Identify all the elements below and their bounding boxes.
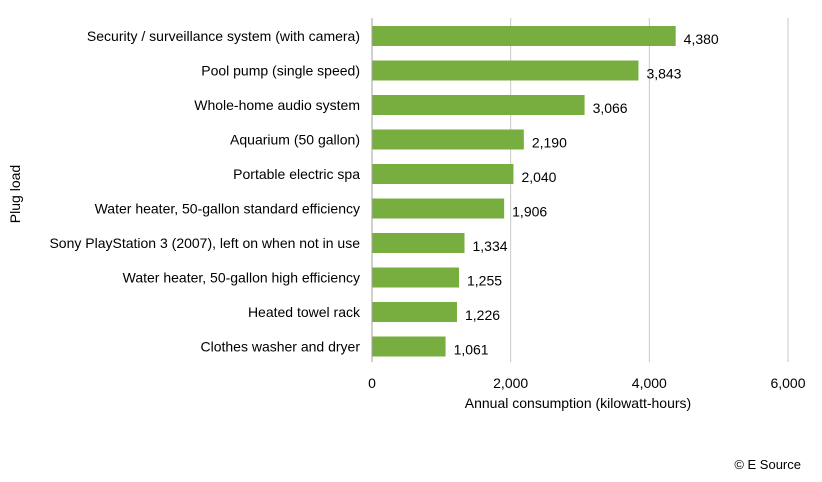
category-label: Sony PlayStation 3 (2007), left on when … [49,235,360,251]
bar [372,95,585,115]
category-label: Water heater, 50-gallon standard efficie… [95,201,360,217]
bar [372,267,460,288]
data-label: 1,255 [467,273,502,289]
category-label: Whole-home audio system [194,97,360,113]
category-labels: Security / surveillance system (with cam… [49,28,361,355]
category-label: Heated towel rack [248,304,361,320]
bar [372,129,524,150]
category-label: Portable electric spa [233,166,360,182]
x-axis-title: Annual consumption (kilowatt-hours) [465,395,691,411]
bars [372,26,676,357]
data-label: 2,040 [521,169,556,185]
data-label: 1,226 [465,307,500,323]
copyright-credit: © E Source [734,457,801,472]
data-label: 4,380 [684,31,719,47]
data-label: 3,843 [646,66,681,82]
data-label: 2,190 [532,135,567,151]
bar [372,164,514,184]
data-label: 1,061 [454,342,489,358]
bar [372,336,446,357]
data-label: 1,334 [472,238,507,254]
y-axis-title: Plug load [7,165,23,223]
bar [372,233,465,253]
category-label: Pool pump (single speed) [201,63,360,79]
category-label: Water heater, 50-gallon high efficiency [123,270,360,286]
data-label: 1,906 [512,204,547,220]
x-tick-label: 6,000 [770,375,805,391]
bar [372,302,458,322]
category-label: Security / surveillance system (with cam… [87,28,360,44]
x-tick-label: 4,000 [632,375,667,391]
data-labels: 4,380 3,843 3,066 2,190 2,040 1,906 1,334 1,255… [454,31,719,358]
data-label: 3,066 [593,100,628,116]
category-label: Clothes washer and dryer [200,339,360,355]
bar [372,198,505,219]
x-tick-labels: 0 2,000 4,000 6,000 [368,375,806,391]
x-tick-label: 0 [368,375,376,391]
bar [372,60,639,81]
x-tick-label: 2,000 [493,375,528,391]
bar [372,26,676,46]
category-label: Aquarium (50 gallon) [230,132,360,148]
